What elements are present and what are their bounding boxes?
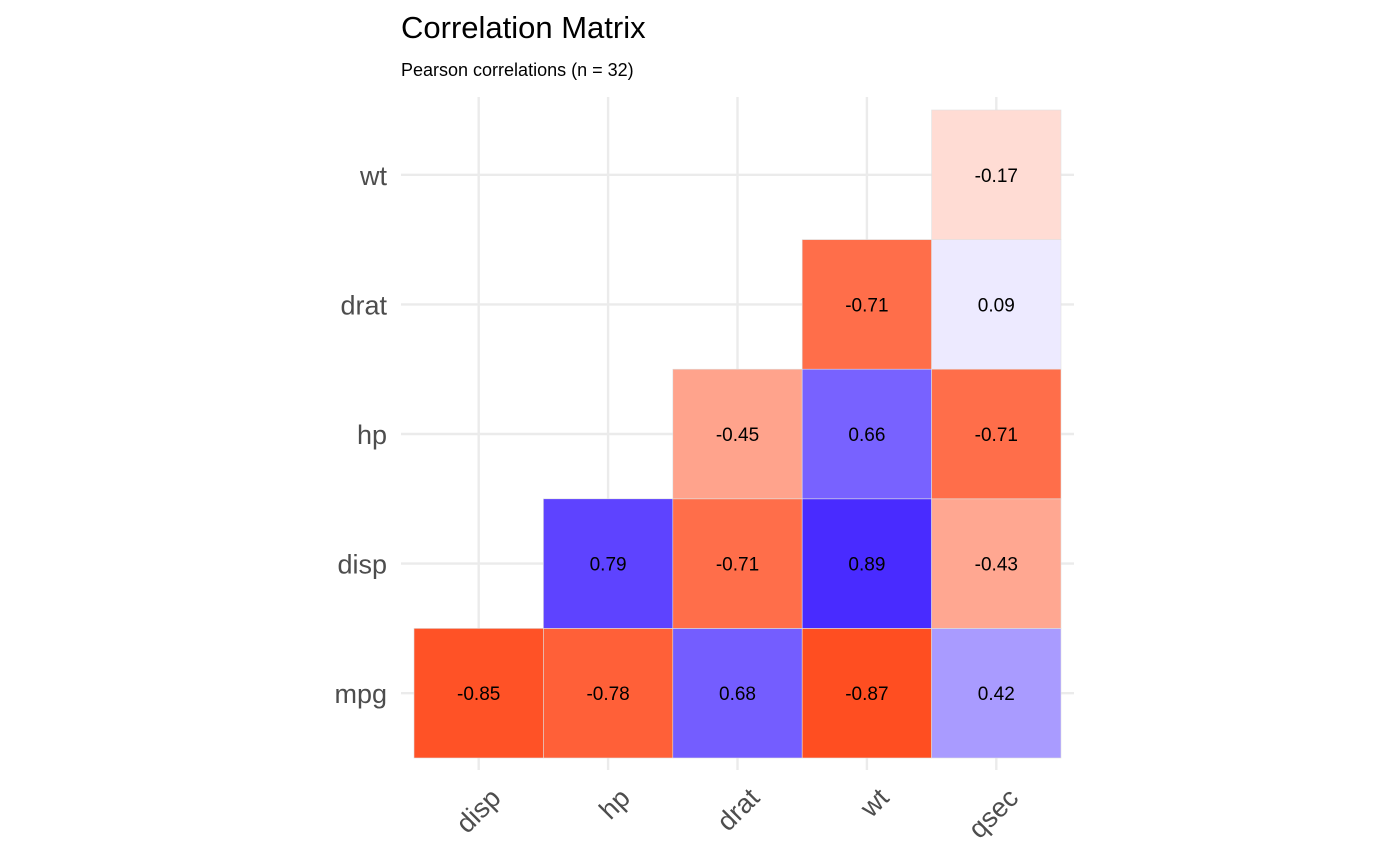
cell-value-label-wt-hp: 0.66 (848, 425, 885, 446)
x-tick-label-wt: wt (854, 782, 895, 823)
y-tick-label-drat: drat (340, 290, 387, 320)
cell-value-label-wt-drat: -0.71 (845, 295, 888, 316)
heatmap-cell-wt-disp (801, 498, 932, 629)
cell-value-label-qsec-disp: -0.43 (975, 555, 1018, 576)
chart-title: Correlation Matrix (401, 10, 646, 45)
x-tick-label-qsec: qsec (963, 783, 1025, 845)
heatmap-cell-hp-disp (543, 498, 674, 629)
cell-value-label-drat-mpg: 0.68 (719, 684, 756, 705)
heatmap-cell-drat-mpg (672, 628, 803, 759)
heatmap-cell-qsec-hp (931, 368, 1062, 500)
cell-labels: -0.85 -0.78 0.68 -0.87 0.42 0.79 -0.71 0.89 -0.4… (457, 166, 1018, 705)
heatmap-cell-drat-hp (672, 368, 803, 500)
cell-value-label-hp-disp: 0.79 (590, 555, 627, 576)
heatmap-cells (413, 109, 1062, 759)
heatmap-cell-qsec-drat (931, 239, 1062, 370)
heatmap-cell-disp-mpg (413, 628, 544, 759)
heatmap-cell-wt-hp (801, 368, 932, 500)
cell-value-label-qsec-mpg: 0.42 (978, 684, 1015, 705)
cell-value-label-qsec-wt: -0.17 (975, 166, 1018, 187)
cell-value-label-wt-mpg: -0.87 (845, 684, 888, 705)
cell-value-label-drat-disp: -0.71 (716, 555, 759, 576)
y-tick-label-disp: disp (337, 550, 387, 580)
cell-value-label-qsec-hp: -0.71 (975, 425, 1018, 446)
x-tick-label-disp: disp (450, 783, 506, 839)
heatmap-cell-wt-mpg (801, 628, 932, 759)
x-tick-label-hp: hp (593, 783, 635, 825)
x-tick-label-drat: drat (711, 782, 765, 836)
y-tick-label-wt: wt (359, 161, 387, 191)
y-tick-label-mpg: mpg (334, 679, 387, 709)
heatmap-cell-qsec-disp (931, 498, 1062, 629)
y-tick-label-hp: hp (357, 420, 387, 450)
chart-subtitle: Pearson correlations (n = 32) (401, 60, 634, 80)
cell-value-label-disp-mpg: -0.85 (457, 684, 500, 705)
heatmap-cell-qsec-mpg (931, 628, 1062, 759)
heatmap-cell-drat-disp (672, 498, 803, 629)
cell-value-label-hp-mpg: -0.78 (586, 684, 629, 705)
cell-value-label-drat-hp: -0.45 (716, 425, 759, 446)
cell-value-label-qsec-drat: 0.09 (978, 295, 1015, 316)
heatmap-cell-qsec-wt (931, 109, 1062, 240)
cell-value-label-wt-disp: 0.89 (848, 555, 885, 576)
